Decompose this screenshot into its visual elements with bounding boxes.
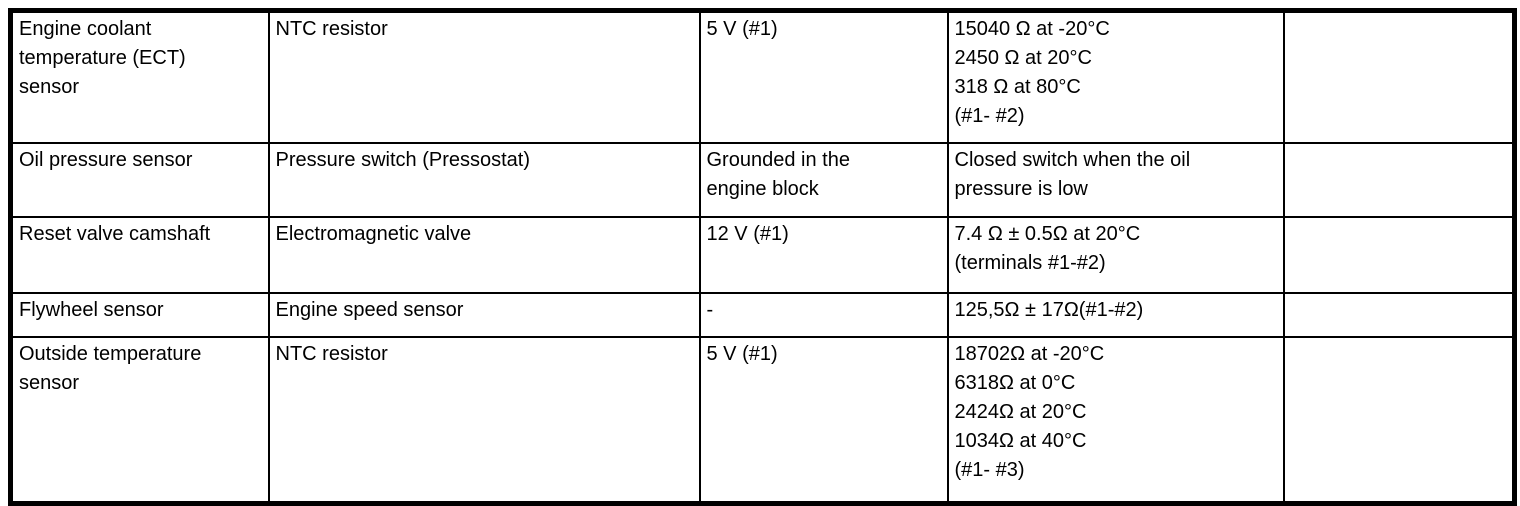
cell-extra bbox=[1282, 142, 1516, 218]
cell-sensor-type: Pressure switch (Pressostat) bbox=[267, 142, 701, 218]
cell-extra bbox=[1282, 292, 1516, 338]
cell-values: 15040 Ω at -20°C 2450 Ω at 20°C 318 Ω at… bbox=[946, 9, 1285, 144]
cell-sensor-type: NTC resistor bbox=[267, 336, 701, 505]
cell-values: 125,5Ω ± 17Ω(#1-#2) bbox=[946, 292, 1285, 338]
cell-sensor-type: Electromagnetic valve bbox=[267, 216, 701, 294]
cell-extra bbox=[1282, 9, 1516, 144]
spec-table: Engine coolant temperature (ECT) sensor … bbox=[8, 8, 1517, 506]
cell-component: Engine coolant temperature (ECT) sensor bbox=[9, 9, 270, 144]
cell-values: Closed switch when the oil pressure is l… bbox=[946, 142, 1285, 218]
cell-sensor-type: Engine speed sensor bbox=[267, 292, 701, 338]
cell-extra bbox=[1282, 336, 1516, 505]
cell-voltage: 12 V (#1) bbox=[698, 216, 949, 294]
table-row: Flywheel sensor Engine speed sensor - 12… bbox=[9, 292, 1516, 338]
cell-values: 18702Ω at -20°C 6318Ω at 0°C 2424Ω at 20… bbox=[946, 336, 1285, 505]
cell-voltage: 5 V (#1) bbox=[698, 9, 949, 144]
table-row: Engine coolant temperature (ECT) sensor … bbox=[9, 9, 1516, 144]
cell-component: Oil pressure sensor bbox=[9, 142, 270, 218]
cell-values: 7.4 Ω ± 0.5Ω at 20°C (terminals #1-#2) bbox=[946, 216, 1285, 294]
cell-sensor-type: NTC resistor bbox=[267, 9, 701, 144]
cell-component: Flywheel sensor bbox=[9, 292, 270, 338]
cell-component: Reset valve camshaft bbox=[9, 216, 270, 294]
table-row: Outside temperature sensor NTC resistor … bbox=[9, 336, 1516, 505]
table-row: Oil pressure sensor Pressure switch (Pre… bbox=[9, 142, 1516, 218]
cell-voltage: - bbox=[698, 292, 949, 338]
table-row: Reset valve camshaft Electromagnetic val… bbox=[9, 216, 1516, 294]
cell-component: Outside temperature sensor bbox=[9, 336, 270, 505]
cell-extra bbox=[1282, 216, 1516, 294]
cell-voltage: 5 V (#1) bbox=[698, 336, 949, 505]
cell-voltage: Grounded in the engine block bbox=[698, 142, 949, 218]
